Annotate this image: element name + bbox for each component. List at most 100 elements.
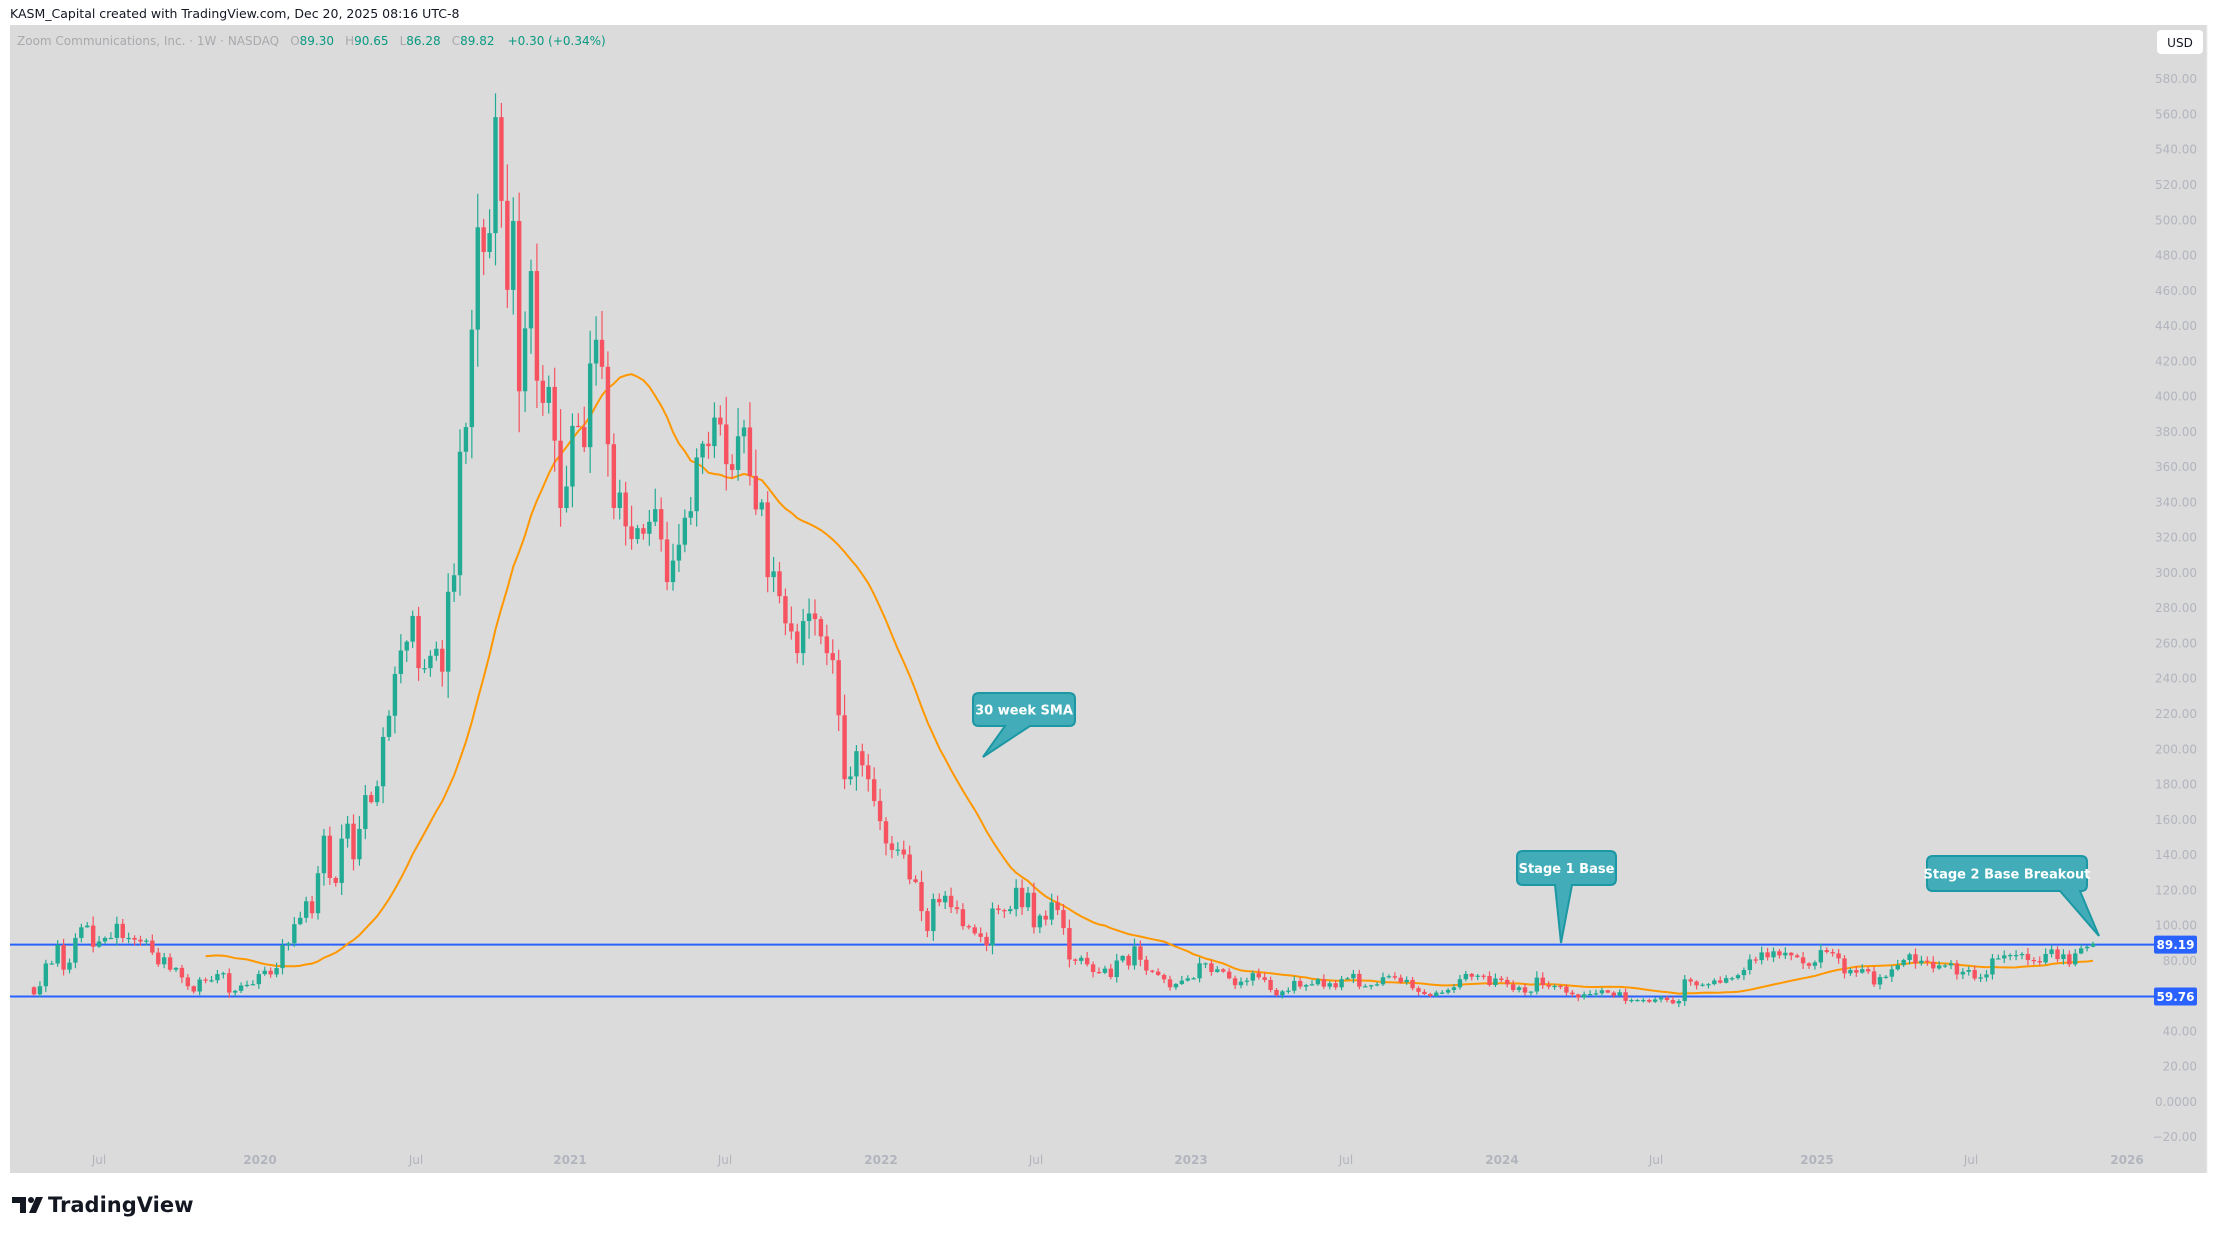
candle-up <box>386 710 392 741</box>
candle-body <box>1398 977 1403 983</box>
candle-body <box>96 941 102 947</box>
time-axis[interactable]: Jul 2020 Jul 2021 Jul 2022 Jul 2023 Jul 2024 Jul 20… <box>91 1153 2144 1167</box>
candle-up <box>1996 954 2001 960</box>
candle-up <box>647 509 652 546</box>
candle-body <box>1516 987 1522 990</box>
candle-down <box>1806 962 1812 969</box>
candle-up <box>1215 966 1220 973</box>
sma-line-group <box>205 373 2094 995</box>
candle-body <box>1647 999 1652 1002</box>
candles <box>31 93 2096 1008</box>
candle-body <box>570 425 575 487</box>
candle-body <box>937 898 942 903</box>
candle-up <box>487 209 492 259</box>
candle-body <box>1226 971 1232 979</box>
candle-body <box>552 386 557 441</box>
candle-down <box>1694 980 1699 990</box>
y-tick-label: 100.00 <box>2155 919 2197 933</box>
candle-up <box>1049 893 1054 926</box>
candle-up <box>735 408 741 481</box>
candle-body <box>1422 991 1427 995</box>
candle-down <box>1505 976 1510 988</box>
candle-body <box>1765 952 1770 958</box>
candle-down <box>1297 977 1303 989</box>
candle-up <box>404 640 409 662</box>
candle-up <box>1451 984 1457 994</box>
candle-up <box>806 598 812 639</box>
candle-body <box>268 970 273 975</box>
candle-body <box>1185 978 1190 981</box>
candle-down <box>540 365 546 416</box>
candle-up <box>1860 964 1865 974</box>
candle-up <box>593 316 599 386</box>
candle-down <box>777 561 782 604</box>
x-tick-label: Jul <box>717 1153 732 1167</box>
candle-body <box>942 895 948 903</box>
candle-body <box>1463 973 1469 980</box>
tradingview-logo-icon <box>12 1197 43 1213</box>
candle-up <box>1179 975 1185 986</box>
candle-down <box>1043 910 1048 926</box>
chart-pane[interactable] <box>10 25 2207 1173</box>
candle-body <box>1203 963 1208 965</box>
candle-body <box>203 979 208 981</box>
candle-body <box>298 917 303 925</box>
candle-down <box>836 649 841 732</box>
candle-body <box>144 940 149 942</box>
candle-body <box>1138 946 1143 960</box>
candle-up <box>1960 968 1966 980</box>
candle-up <box>1363 984 1368 988</box>
candle-up <box>1315 977 1321 986</box>
candle-body <box>1960 971 1966 975</box>
candle-body <box>292 924 297 944</box>
candle-body <box>1505 979 1510 985</box>
candle-up <box>37 981 43 998</box>
candle-body <box>1558 985 1563 988</box>
tradingview-logo[interactable]: TradingView <box>12 1193 193 1217</box>
candle-body <box>2037 961 2042 963</box>
candle-body <box>1167 979 1173 988</box>
candle-down <box>1073 958 1078 965</box>
candle-down <box>1765 947 1770 961</box>
y-tick-label: 260.00 <box>2155 636 2197 650</box>
candle-down <box>351 814 356 871</box>
candle-up <box>1682 975 1687 1006</box>
candle-down <box>1161 973 1167 984</box>
candle-down <box>913 875 918 884</box>
candle-down <box>842 694 847 790</box>
candle-body <box>1540 977 1545 986</box>
candle-body <box>286 943 291 945</box>
candle-down <box>1256 968 1261 980</box>
candle-body <box>1197 963 1202 979</box>
candle-body <box>1374 984 1380 986</box>
currency-button[interactable]: USD <box>2157 30 2203 54</box>
candle-body <box>2043 953 2048 963</box>
candle-body <box>653 509 658 522</box>
candle-up <box>303 896 309 923</box>
candle-down <box>1150 969 1155 974</box>
candle-down <box>1865 966 1871 975</box>
candle-body <box>1564 986 1569 993</box>
x-tick-label: Jul <box>1963 1153 1978 1167</box>
candle-body <box>688 511 693 518</box>
candle-body <box>948 895 954 908</box>
candle-up <box>1936 961 1942 970</box>
candle-body <box>1877 977 1883 985</box>
candle-body <box>1280 991 1285 996</box>
candle-up <box>274 962 279 978</box>
candle-up <box>2090 941 2096 948</box>
candle-body <box>540 380 546 403</box>
candle-down <box>1226 968 1232 980</box>
candle-down <box>599 311 605 379</box>
candle-body <box>1256 973 1261 978</box>
candle-down <box>1670 996 1676 1005</box>
candle-body <box>1309 984 1315 986</box>
price-axis[interactable]: 580.00 560.00 540.00 520.00 500.00 480.00 460.… <box>2153 72 2197 1144</box>
candle-body <box>2084 946 2090 949</box>
candle-up <box>1008 905 1013 915</box>
candle-up <box>1599 987 1605 997</box>
candle-down <box>954 900 960 914</box>
candle-down <box>2037 956 2042 966</box>
candle-body <box>1794 955 1800 958</box>
